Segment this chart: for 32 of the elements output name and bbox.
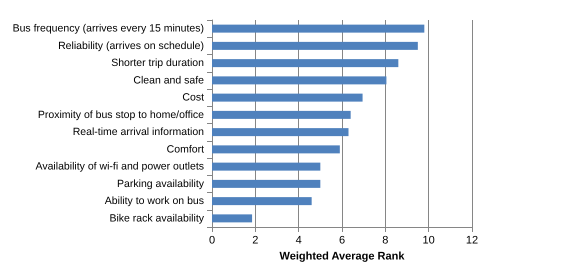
bar [212, 76, 386, 84]
x-axis-title: Weighted Average Rank [280, 250, 406, 262]
bar [212, 94, 363, 102]
bar [212, 197, 312, 206]
x-tick-label: 0 [208, 234, 216, 246]
x-tick-label: 8 [382, 234, 388, 246]
x-tick-label: 4 [296, 234, 302, 246]
x-tick-label: 2 [252, 234, 258, 246]
bar [212, 214, 252, 222]
y-tick-label: Cost [182, 92, 204, 104]
y-tick-label: Comfort [166, 143, 204, 156]
bar [212, 59, 398, 68]
y-tick-label: Bike rack availability [109, 212, 205, 224]
bar [212, 128, 348, 136]
x-tick-label: 6 [338, 234, 346, 246]
y-tick-label: Ability to work on bus [104, 195, 204, 208]
y-tick-label: Parking availability [117, 178, 205, 190]
bar [212, 110, 351, 119]
y-tick-label: Clean and safe [133, 74, 204, 86]
bar [212, 145, 340, 154]
y-tick-label: Availability of wi-fi and power outlets [36, 160, 204, 173]
y-tick-label: Reliability (arrives on schedule) [58, 40, 204, 52]
y-tick-label: Bus frequency (arrives every 15 minutes) [12, 22, 204, 35]
bar [212, 42, 418, 50]
x-tick-label: 10 [422, 234, 435, 246]
y-tick-label: Proximity of bus stop to home/office [38, 108, 204, 121]
y-tick-label: Shorter trip duration [111, 57, 204, 70]
bar [212, 162, 320, 171]
bar [212, 24, 424, 33]
y-tick-label: Real-time arrival information [72, 126, 204, 138]
bar [212, 180, 320, 188]
x-tick-label: 12 [466, 234, 478, 246]
